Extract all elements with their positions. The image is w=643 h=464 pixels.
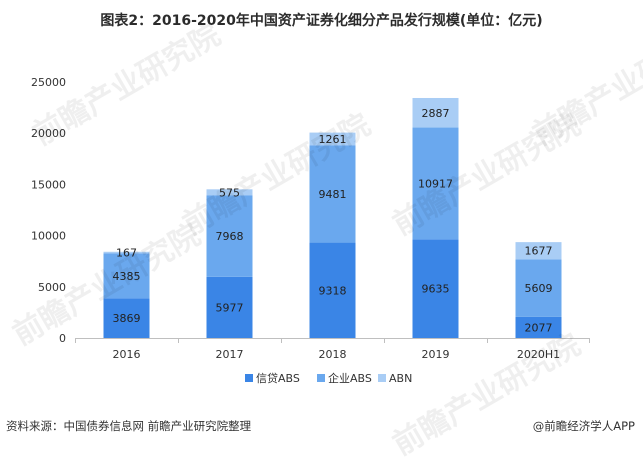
source-note: 资料来源：中国债券信息网 前瞻产业研究院整理 bbox=[6, 419, 252, 433]
data-label: 9481 bbox=[319, 188, 347, 201]
data-label: 3869 bbox=[113, 312, 141, 325]
bar-segment bbox=[103, 253, 150, 299]
data-label: 10917 bbox=[418, 177, 453, 190]
legend-swatch bbox=[245, 374, 253, 382]
bar-segment bbox=[515, 242, 562, 260]
x-tick-label: 2019 bbox=[422, 348, 450, 361]
x-tick-label: 2020H1 bbox=[517, 348, 560, 361]
legend-label: 信贷ABS bbox=[256, 371, 300, 385]
y-tick-label: 5000 bbox=[38, 281, 66, 294]
x-axis: 2016 2017 2018 2019 2020H1 bbox=[75, 338, 590, 361]
bar-segment bbox=[412, 127, 459, 240]
y-axis: 0 5000 10000 15000 20000 25000 bbox=[31, 76, 66, 345]
chart-title: 图表2：2016-2020年中国资产证券化细分产品发行规模(单位：亿元) bbox=[100, 13, 543, 29]
data-label: 1677 bbox=[525, 245, 553, 258]
y-tick-label: 15000 bbox=[31, 178, 66, 191]
x-tick-label: 2018 bbox=[319, 348, 347, 361]
bar-segment bbox=[412, 97, 459, 128]
brand-credit: @前瞻经济学人APP bbox=[532, 419, 635, 433]
bar-segment bbox=[206, 276, 253, 338]
bar-segment bbox=[412, 239, 459, 338]
bar-segment bbox=[103, 251, 150, 254]
data-label: 5609 bbox=[525, 282, 553, 295]
bar-segment bbox=[515, 259, 562, 317]
data-label: 575 bbox=[219, 186, 240, 199]
data-label: 4385 bbox=[113, 270, 141, 283]
y-tick-label: 0 bbox=[59, 332, 66, 345]
data-label: 9635 bbox=[422, 283, 450, 296]
y-tick-label: 10000 bbox=[31, 230, 66, 243]
bar-segment bbox=[206, 195, 253, 277]
data-label: 5977 bbox=[216, 301, 244, 314]
x-tick-label: 2016 bbox=[113, 348, 141, 361]
data-label: 1261 bbox=[319, 133, 347, 146]
y-tick-label: 25000 bbox=[31, 76, 66, 89]
bar-segment bbox=[309, 145, 356, 243]
bar-segment bbox=[309, 132, 356, 146]
data-label: 2887 bbox=[422, 107, 450, 120]
legend: 信贷ABS 企业ABS ABN bbox=[245, 371, 412, 385]
bar-segment bbox=[515, 316, 562, 338]
data-label: 167 bbox=[116, 247, 137, 260]
y-tick-label: 20000 bbox=[31, 127, 66, 140]
legend-label: 企业ABS bbox=[328, 371, 372, 385]
bar-segment bbox=[309, 242, 356, 338]
legend-swatch bbox=[317, 374, 325, 382]
data-label: 7968 bbox=[216, 230, 244, 243]
bar-segment bbox=[103, 298, 150, 338]
data-label: 2077 bbox=[525, 321, 553, 334]
legend-label: ABN bbox=[389, 372, 412, 385]
bars: 3869 4385 167 5977 7968 575 9318 9481 1261 9635 10… bbox=[103, 97, 562, 338]
bar-segment bbox=[206, 189, 253, 196]
data-label: 9318 bbox=[319, 284, 347, 297]
legend-swatch bbox=[378, 374, 386, 382]
x-tick-label: 2017 bbox=[216, 348, 244, 361]
stacked-bar-chart: 0 5000 10000 15000 20000 25000 3869 4385 167 597… bbox=[31, 76, 590, 385]
